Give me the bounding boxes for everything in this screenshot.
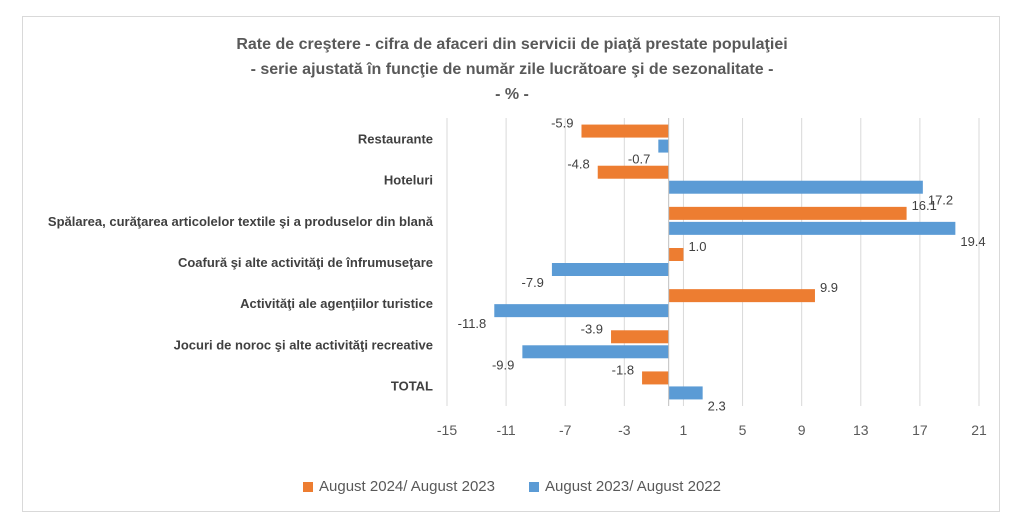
bar-series-2 [668, 180, 923, 194]
chart-unit-label: - % - [495, 86, 529, 103]
data-label: 16.1 [912, 198, 937, 213]
legend-item-series-1: August 2024/ August 2023 [303, 478, 495, 495]
bar-series-1 [642, 371, 669, 385]
data-label: -11.8 [458, 316, 487, 331]
bar-series-2 [494, 304, 669, 318]
bar-series-2 [658, 139, 669, 153]
bar-series-1 [581, 124, 669, 138]
data-label: -1.8 [612, 362, 634, 377]
category-label: Restaurante [358, 132, 433, 147]
bar-series-1 [668, 289, 815, 303]
bar-series-2 [551, 263, 669, 276]
category-label: Hoteluri [384, 173, 433, 188]
category-label: Activităţi ale agenţiilor turistice [240, 296, 433, 311]
category-label: Coafură şi alte activităţi de înfrumuseţ… [178, 255, 433, 270]
data-label: -7.9 [522, 275, 544, 290]
data-label: -4.8 [567, 157, 589, 172]
x-tick-label: 9 [798, 422, 806, 438]
data-label: -3.9 [581, 321, 603, 336]
x-tick-label: 21 [971, 422, 987, 438]
bar-series-2 [668, 386, 703, 400]
data-label: -0.7 [628, 152, 650, 167]
category-label: TOTAL [391, 378, 433, 393]
x-tick-label: -3 [618, 422, 631, 438]
bar-series-1 [668, 206, 907, 220]
bar-series-1 [597, 165, 669, 179]
legend-swatch-series-2 [529, 481, 539, 492]
legend-item-series-2: August 2023/ August 2022 [529, 478, 721, 495]
data-label: -9.9 [492, 357, 514, 372]
category-label: Spălarea, curăţarea articolelor textile … [48, 214, 434, 229]
data-label: 1.0 [688, 239, 706, 254]
x-tick-label: -11 [497, 422, 516, 438]
legend-label-series-2: August 2023/ August 2022 [545, 478, 721, 495]
x-tick-label: 5 [739, 422, 747, 438]
x-tick-label: 13 [853, 422, 869, 438]
data-label: 19.4 [960, 234, 985, 249]
x-tick-label: -15 [437, 422, 457, 438]
data-label: 2.3 [708, 398, 726, 413]
bar-series-1 [611, 330, 669, 344]
x-tick-label: 1 [680, 422, 688, 438]
x-tick-label: -7 [559, 422, 572, 438]
data-label: 17.2 [928, 193, 953, 208]
legend-swatch-series-1 [303, 481, 314, 492]
bar-series-1 [668, 248, 684, 261]
legend: August 2024/ August 2023 August 2023/ Au… [0, 478, 1024, 495]
chart-frame [22, 16, 1000, 512]
data-label: 9.9 [820, 280, 838, 295]
data-label: -5.9 [551, 116, 573, 131]
chart-title: Rate de creştere - cifra de afaceri din … [236, 36, 788, 53]
bar-series-2 [522, 345, 669, 359]
bar-series-2 [668, 221, 956, 235]
x-tick-label: 17 [912, 422, 928, 438]
legend-label-series-1: August 2024/ August 2023 [319, 478, 495, 495]
category-label: Jocuri de noroc şi alte activităţi recre… [174, 337, 433, 352]
chart-subtitle: - serie ajustată în funcţie de număr zil… [250, 61, 774, 78]
